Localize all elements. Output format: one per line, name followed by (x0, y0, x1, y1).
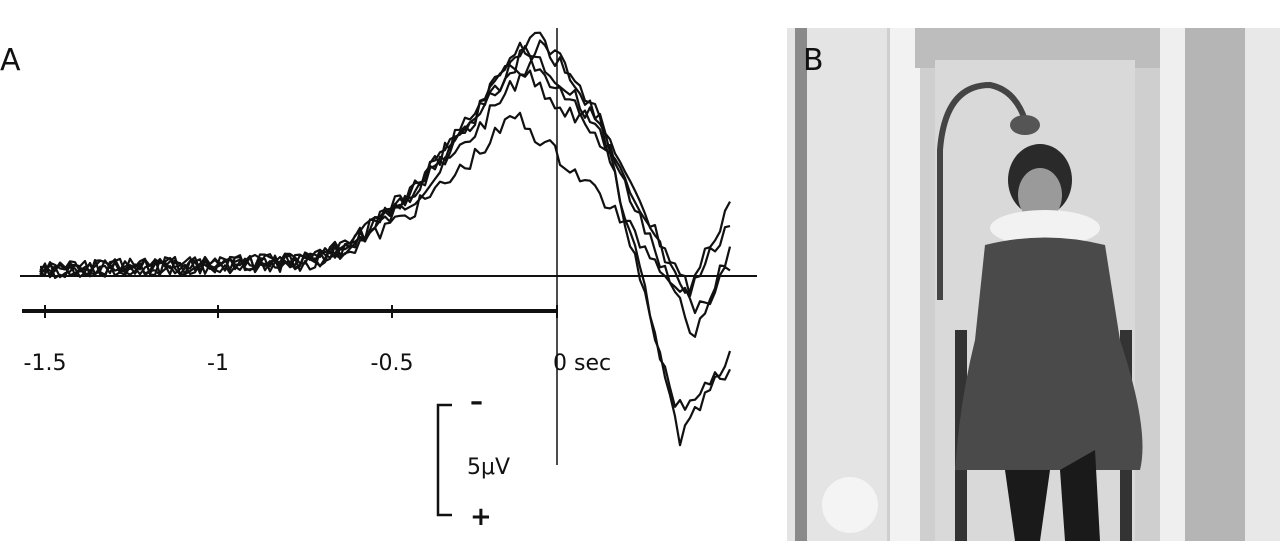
scale-bracket (436, 403, 452, 517)
x-tick-label: -0.5 (371, 351, 414, 376)
frame-left (890, 28, 920, 541)
panel-a: A -1.5 -1 -0.5 0 sec – 5μV + (0, 28, 757, 532)
x-tick-label: -1.5 (24, 351, 67, 376)
wall-right (1185, 28, 1245, 541)
scale-bar: – 5μV + (436, 387, 510, 532)
trace (39, 111, 731, 315)
face (1018, 168, 1062, 222)
panel-b: B (787, 28, 1280, 541)
door-edge (795, 28, 807, 541)
scale-bottom: + (470, 502, 492, 532)
door-right (1245, 28, 1280, 541)
trace (39, 39, 732, 447)
scale-value: 5μV (467, 455, 510, 480)
x-tick-label: 0 sec (553, 351, 611, 376)
trace (39, 44, 731, 294)
electrode-head (1010, 115, 1040, 135)
electrode-arm (937, 81, 1028, 300)
dress (955, 237, 1143, 470)
panel-label: A (0, 43, 21, 78)
trace (39, 64, 731, 298)
scale-top: – (470, 387, 483, 417)
x-tick-label: -1 (207, 351, 229, 376)
x-ticks: -1.5 -1 -0.5 0 sec (24, 305, 611, 376)
traces (39, 31, 732, 447)
panel-label: B (803, 43, 824, 78)
collar (990, 210, 1100, 246)
trace (39, 41, 732, 338)
knob (822, 477, 878, 533)
frame-right (1160, 28, 1185, 541)
boots (1005, 450, 1100, 541)
